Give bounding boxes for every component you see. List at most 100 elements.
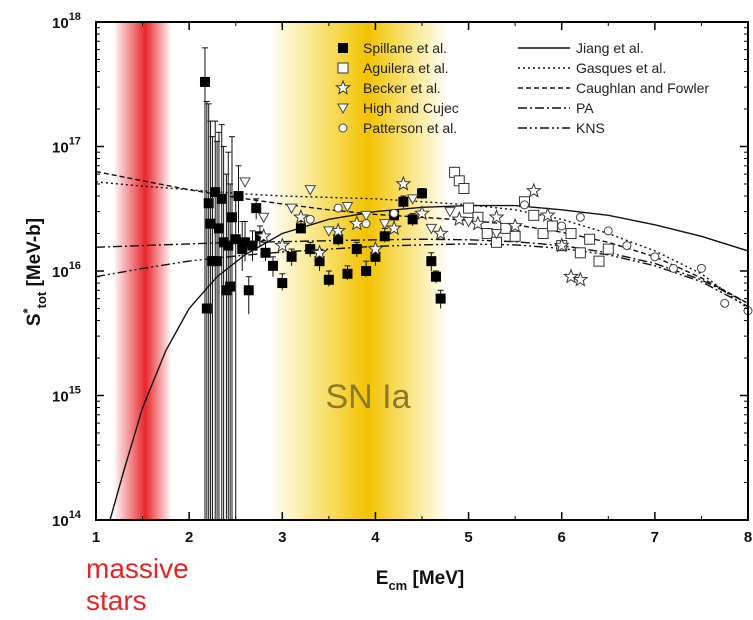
point-aguilera-et-al- xyxy=(481,228,493,240)
point-spillane-et-al- xyxy=(417,188,427,199)
point-high-and-cujec xyxy=(425,223,438,235)
massive-stars-label: massive stars xyxy=(86,553,189,616)
y-axis-title: S*tot [MeV-b] xyxy=(20,218,49,326)
point-patterson-et-al- xyxy=(557,221,567,231)
point-becker-et-al- xyxy=(413,205,431,221)
legend-label: Becker et al. xyxy=(363,80,441,96)
point-spillane-et-al- xyxy=(398,196,409,207)
point-aguilera-et-al- xyxy=(528,209,540,221)
point-becker-et-al- xyxy=(432,225,449,241)
point-patterson-et-al- xyxy=(575,212,585,222)
point-spillane-et-al- xyxy=(323,274,334,285)
point-patterson-et-al- xyxy=(519,200,529,210)
point-spillane-et-al- xyxy=(199,76,210,87)
point-aguilera-et-al- xyxy=(500,222,512,234)
legend-label: Patterson et al. xyxy=(363,120,457,136)
legend-marker xyxy=(334,79,352,95)
point-high-and-cujec xyxy=(323,226,335,237)
point-spillane-et-al- xyxy=(435,293,446,304)
point-spillane-et-al- xyxy=(295,223,306,234)
legend-label: Spillane et al. xyxy=(363,40,447,56)
point-becker-et-al- xyxy=(553,237,570,253)
legend: Spillane et al. Aguilera et al. Becker et … xyxy=(334,40,709,136)
point-aguilera-et-al- xyxy=(602,243,614,255)
y-tick-label: 1015 xyxy=(52,385,81,406)
point-high-and-cujec xyxy=(378,219,391,230)
point-patterson-et-al- xyxy=(650,252,660,262)
point-high-and-cujec xyxy=(444,207,456,218)
point-high-and-cujec xyxy=(490,229,503,240)
band-massive-stars xyxy=(114,22,171,520)
point-high-and-cujec xyxy=(360,210,372,222)
point-patterson-et-al- xyxy=(622,241,632,251)
point-becker-et-al- xyxy=(488,208,505,225)
band-sn-ia xyxy=(272,22,446,520)
legend-label: Caughlan and Fowler xyxy=(576,80,709,96)
point-spillane-et-al- xyxy=(205,218,216,229)
point-aguilera-et-al- xyxy=(593,255,605,267)
point-spillane-et-al- xyxy=(342,268,353,279)
curve-jiang-et-al- xyxy=(109,204,748,520)
point-becker-et-al- xyxy=(572,271,589,287)
point-spillane-et-al- xyxy=(267,260,278,271)
point-spillane-et-al- xyxy=(225,281,236,292)
point-patterson-et-al- xyxy=(389,208,399,218)
point-becker-et-al- xyxy=(539,206,556,223)
point-aguilera-et-al- xyxy=(509,230,521,242)
x-tick-label: 5 xyxy=(464,529,472,546)
point-high-and-cujec xyxy=(304,185,317,196)
point-becker-et-al- xyxy=(348,215,365,231)
point-high-and-cujec xyxy=(285,203,298,215)
point-becker-et-al- xyxy=(525,182,542,198)
point-spillane-et-al- xyxy=(240,237,251,248)
legend-label: Jiang et al. xyxy=(576,40,644,56)
point-spillane-et-al- xyxy=(314,256,325,267)
point-spillane-et-al- xyxy=(237,244,248,255)
point-spillane-et-al- xyxy=(210,187,221,198)
legend-marker xyxy=(338,43,348,53)
point-patterson-et-al- xyxy=(603,226,613,236)
legend-marker xyxy=(338,123,348,133)
point-patterson-et-al- xyxy=(333,203,343,213)
point-spillane-et-al- xyxy=(226,212,237,223)
point-spillane-et-al- xyxy=(223,240,234,251)
point-becker-et-al- xyxy=(311,244,328,260)
x-tick-label: 7 xyxy=(651,529,659,546)
point-aguilera-et-al- xyxy=(537,228,549,240)
point-becker-et-al- xyxy=(395,175,412,191)
point-spillane-et-al- xyxy=(243,285,254,296)
point-becker-et-al- xyxy=(255,227,272,244)
legend-label: High and Cujec xyxy=(363,100,459,116)
point-spillane-et-al- xyxy=(370,251,381,262)
point-spillane-et-al- xyxy=(361,266,372,276)
point-spillane-et-al- xyxy=(203,198,214,209)
x-tick-label: 6 xyxy=(558,529,566,546)
point-spillane-et-al- xyxy=(213,223,224,234)
point-high-and-cujec xyxy=(462,216,475,228)
point-becker-et-al- xyxy=(507,217,524,233)
x-tick-label: 1 xyxy=(92,529,100,546)
point-spillane-et-al- xyxy=(333,234,344,245)
x-tick-label: 4 xyxy=(371,529,380,546)
point-spillane-et-al- xyxy=(212,256,223,267)
legend-marker xyxy=(337,103,349,115)
legend-marker xyxy=(337,62,349,74)
y-tick-label: 1018 xyxy=(52,11,81,32)
point-aguilera-et-al- xyxy=(458,182,470,194)
point-aguilera-et-al- xyxy=(574,247,586,259)
point-becker-et-al- xyxy=(386,220,403,236)
point-spillane-et-al- xyxy=(286,251,297,262)
point-patterson-et-al- xyxy=(696,263,706,273)
point-spillane-et-al- xyxy=(305,244,316,255)
point-spillane-et-al- xyxy=(277,278,288,289)
x-tick-label: 2 xyxy=(185,529,193,546)
point-aguilera-et-al- xyxy=(463,202,475,214)
point-high-and-cujec xyxy=(239,177,251,188)
point-becker-et-al- xyxy=(292,208,309,225)
y-tick-label: 1017 xyxy=(52,136,81,157)
data-points xyxy=(199,47,753,520)
point-spillane-et-al- xyxy=(379,231,390,242)
point-spillane-et-al- xyxy=(230,234,241,245)
point-spillane-et-al- xyxy=(260,247,271,258)
